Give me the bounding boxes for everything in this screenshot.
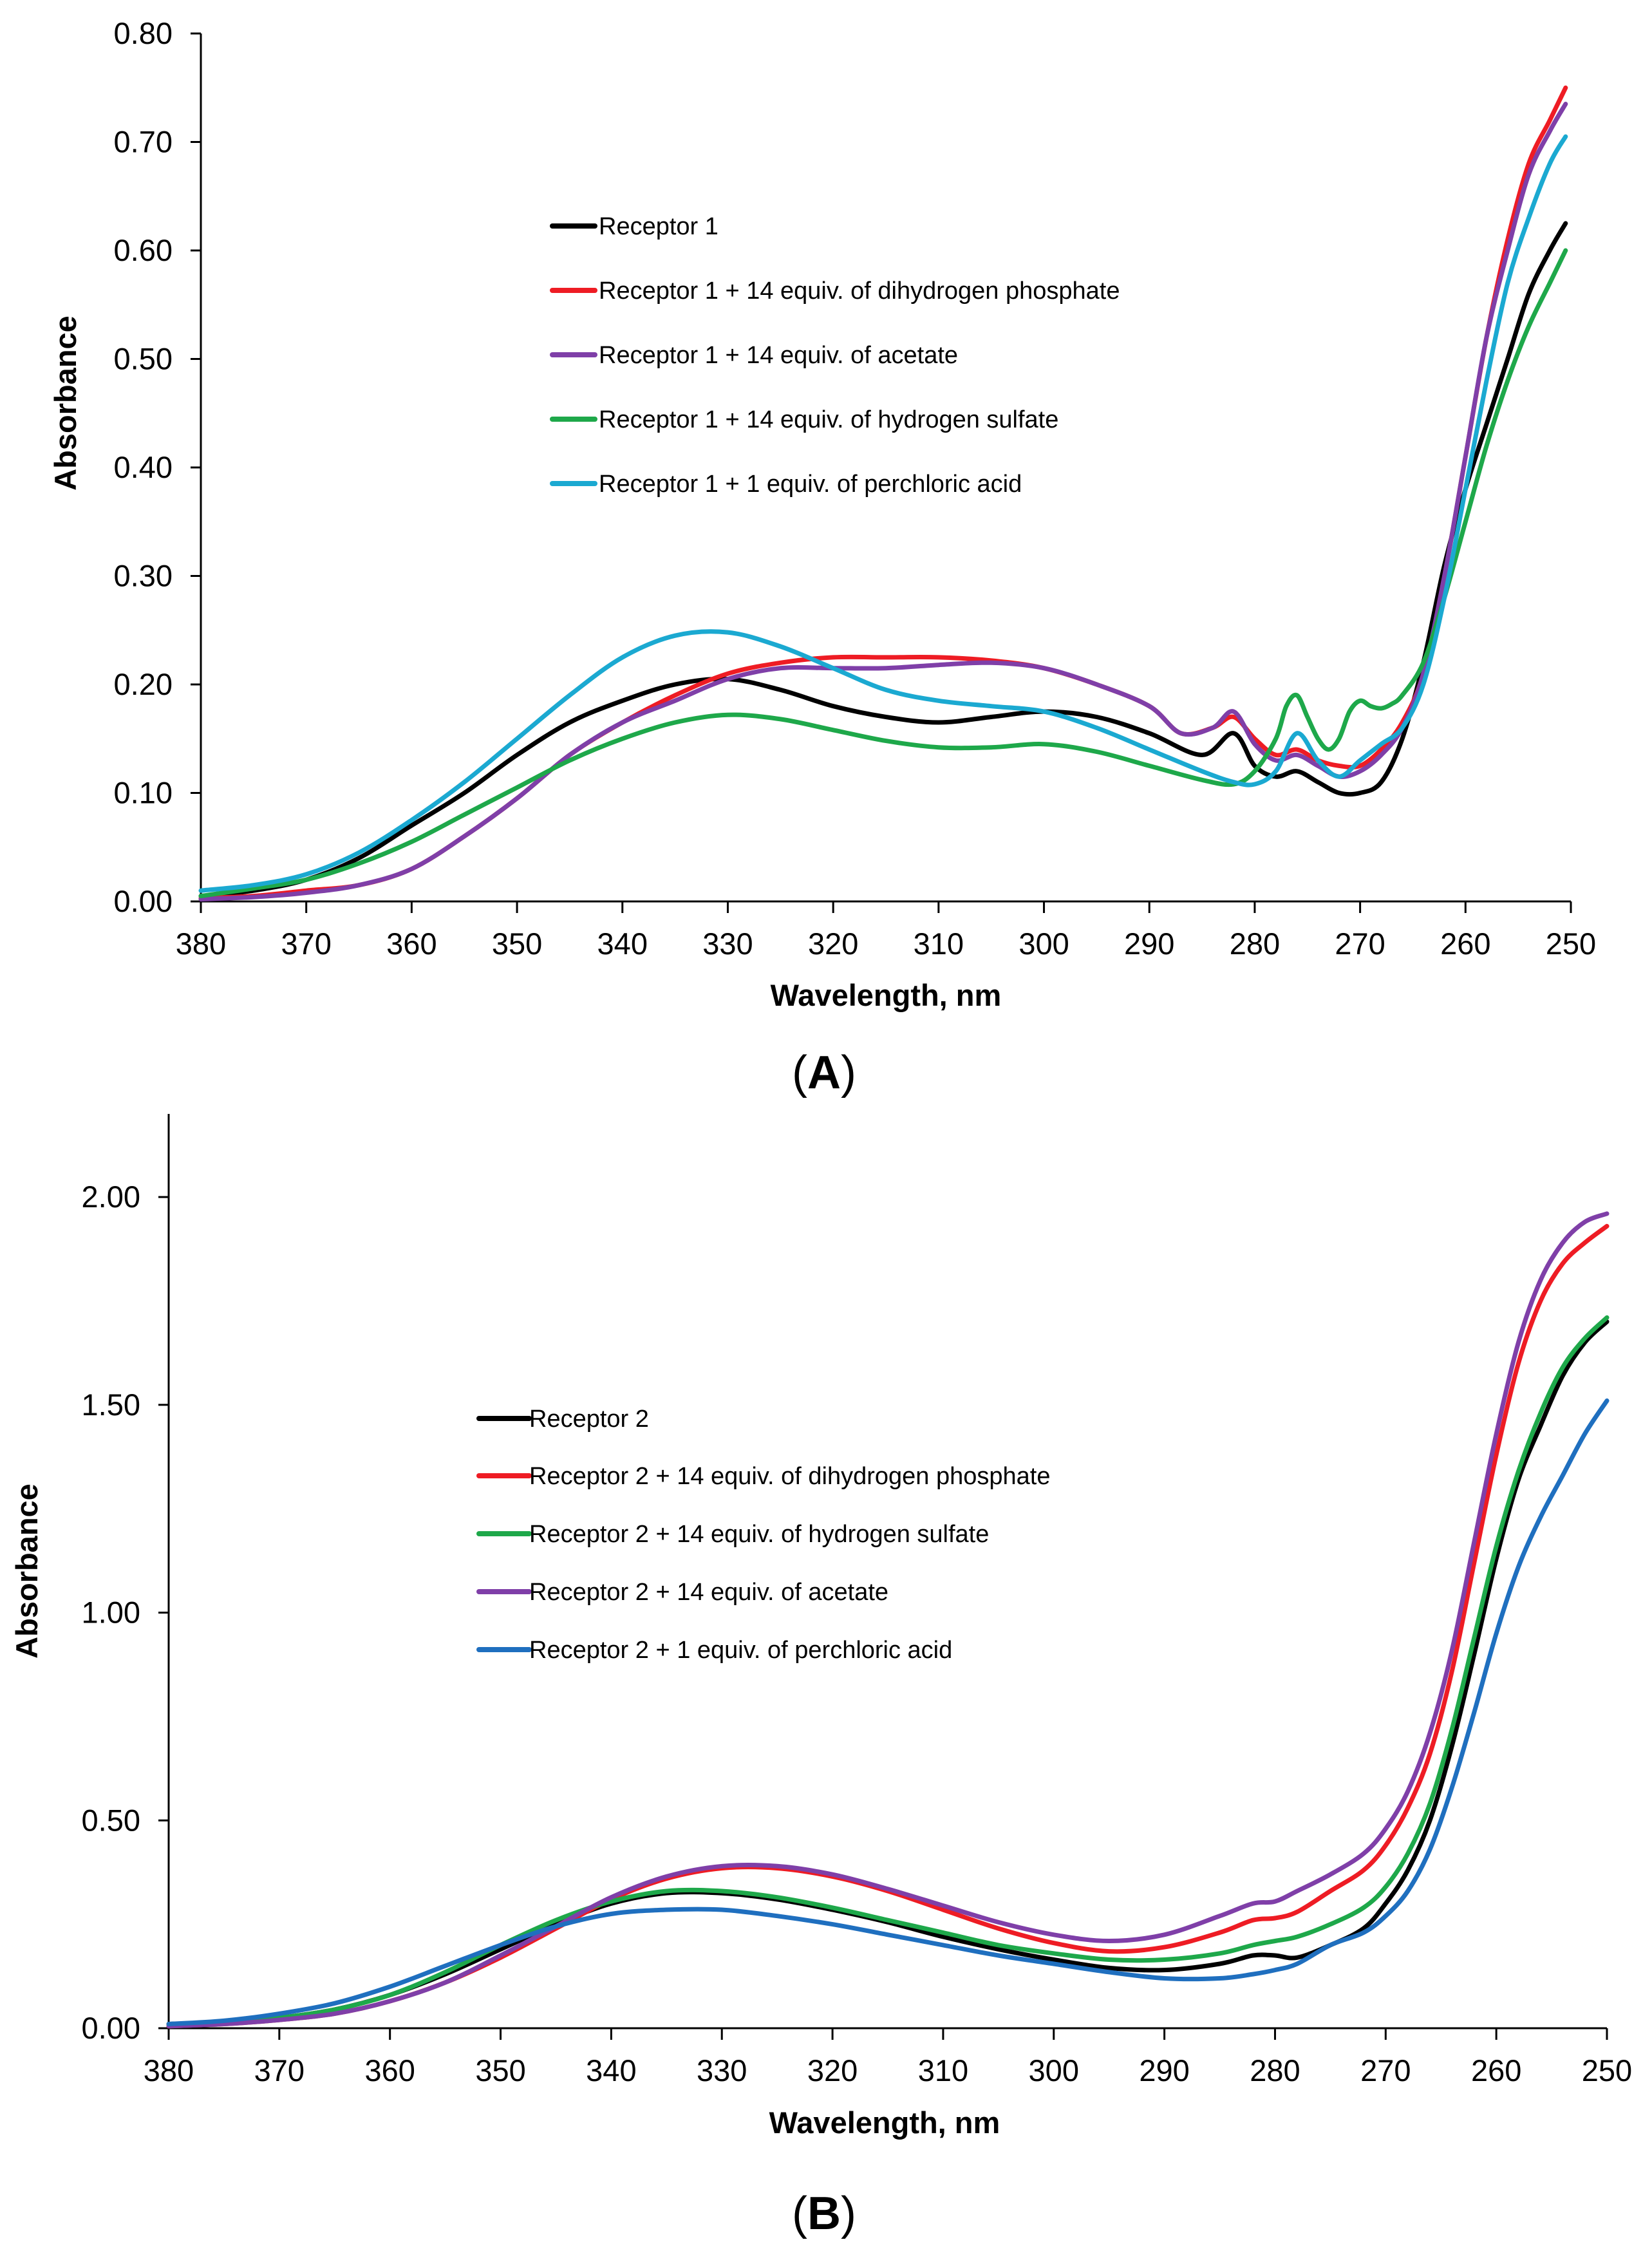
y-tick-label: 2.00 (82, 1180, 140, 1214)
legend-entry: Receptor 1 + 1 equiv. of perchloric acid (550, 471, 1022, 498)
y-tick-label: 0.00 (82, 2011, 140, 2045)
legend-label: Receptor 2 + 1 equiv. of perchloric acid (529, 1637, 952, 1664)
x-axis-title-b: Wavelength, nm (769, 2105, 1000, 2140)
y-tick-label: 0.00 (114, 884, 173, 918)
x-tick-label: 320 (807, 2053, 858, 2087)
x-tick-label: 340 (597, 927, 648, 961)
x-tick-label: 260 (1440, 927, 1490, 961)
y-axis-ticks-b: 0.00 0.50 1.00 1.50 2.00 (82, 1180, 169, 2045)
series-line (166, 1315, 1610, 2026)
legend-label: Receptor 2 + 14 equiv. of acetate (529, 1579, 888, 1606)
legend-entry: Receptor 2 + 14 equiv. of acetate (476, 1579, 888, 1606)
y-tick-label: 0.10 (114, 776, 173, 810)
x-tick-label: 280 (1230, 927, 1280, 961)
x-tick-label: 330 (697, 2053, 747, 2087)
plot-area-a (200, 33, 1571, 903)
legend-entry: Receptor 1 + 14 equiv. of hydrogen sulfa… (550, 406, 1058, 433)
series-line (166, 1398, 1610, 2026)
legend-label: Receptor 2 (529, 1406, 649, 1433)
x-tick-label: 370 (254, 2053, 305, 2087)
y-tick-label: 0.50 (82, 1803, 140, 1837)
series-group-a (198, 85, 1568, 902)
series-line (166, 1211, 1610, 2029)
y-tick-label: 0.50 (114, 342, 173, 376)
series-line (198, 134, 1568, 893)
x-tick-label: 290 (1124, 927, 1174, 961)
x-tick-label: 260 (1471, 2053, 1521, 2087)
y-axis-title-a: Absorbance (48, 316, 82, 491)
x-tick-label: 270 (1335, 927, 1385, 961)
legend-label: Receptor 1 + 14 equiv. of hydrogen sulfa… (599, 406, 1058, 433)
legend-entry: Receptor 1 (550, 213, 718, 240)
legend-label: Receptor 1 + 14 equiv. of acetate (599, 342, 958, 369)
legend-a: Receptor 1 Receptor 1 + 14 equiv. of dih… (550, 213, 1120, 498)
x-tick-label: 360 (386, 927, 436, 961)
x-tick-label: 380 (144, 2053, 194, 2087)
chart-panel-b: 380 370 360 350 340 330 320 310 300 290 … (10, 1114, 1632, 2239)
series-line (198, 221, 1568, 899)
y-axis-title-b: Absorbance (10, 1483, 44, 1659)
legend-entry: Receptor 2 + 1 equiv. of perchloric acid (476, 1637, 952, 1664)
x-tick-label: 290 (1139, 2053, 1189, 2087)
y-tick-label: 0.60 (114, 233, 173, 267)
x-axis-ticks-a: 380 370 360 350 340 330 320 310 300 290 … (176, 901, 1596, 961)
plot-area-b (167, 1114, 1607, 2030)
panel-label-a: (A) (792, 1047, 856, 1098)
y-axis-ticks-a: 0.00 0.10 0.20 0.30 0.40 0.50 0.60 0.70 … (114, 16, 201, 918)
legend-label: Receptor 2 + 14 equiv. of dihydrogen pho… (529, 1463, 1051, 1490)
y-tick-label: 0.30 (114, 559, 173, 593)
chart-panel-a: 380 370 360 350 340 330 320 310 300 290 … (48, 16, 1596, 1098)
legend-label: Receptor 1 (599, 213, 718, 240)
x-tick-label: 350 (475, 2053, 525, 2087)
y-tick-label: 0.40 (114, 450, 173, 484)
x-tick-label: 310 (918, 2053, 968, 2087)
x-tick-label: 330 (702, 927, 753, 961)
x-tick-label: 350 (492, 927, 542, 961)
x-tick-label: 370 (281, 927, 331, 961)
panel-label-b: (B) (792, 2188, 856, 2239)
x-axis-title-a: Wavelength, nm (771, 978, 1002, 1012)
legend-entry: Receptor 1 + 14 equiv. of dihydrogen pho… (550, 278, 1120, 305)
series-line (198, 102, 1568, 902)
y-tick-label: 1.50 (82, 1388, 140, 1422)
legend-entry: Receptor 2 (476, 1406, 649, 1433)
x-tick-label: 270 (1360, 2053, 1411, 2087)
legend-entry: Receptor 2 + 14 equiv. of hydrogen sulfa… (476, 1521, 989, 1548)
x-tick-label: 300 (1029, 2053, 1079, 2087)
y-tick-label: 0.20 (114, 667, 173, 701)
series-line (166, 1223, 1610, 2029)
x-tick-label: 300 (1018, 927, 1069, 961)
x-tick-label: 360 (364, 2053, 415, 2087)
legend-label: Receptor 1 + 14 equiv. of dihydrogen pho… (599, 278, 1120, 305)
x-tick-label: 320 (808, 927, 858, 961)
legend-entry: Receptor 1 + 14 equiv. of acetate (550, 342, 958, 369)
legend-b: Receptor 2 Receptor 2 + 14 equiv. of dih… (476, 1406, 1051, 1664)
y-tick-label: 1.00 (82, 1596, 140, 1630)
legend-label: Receptor 2 + 14 equiv. of hydrogen sulfa… (529, 1521, 989, 1548)
x-tick-label: 310 (914, 927, 964, 961)
panel-letter-b: B (807, 2188, 841, 2239)
legend-entry: Receptor 2 + 14 equiv. of dihydrogen pho… (476, 1463, 1051, 1490)
series-group-b (166, 1211, 1610, 2029)
y-tick-label: 0.70 (114, 125, 173, 159)
y-tick-label: 0.80 (114, 16, 173, 50)
legend-label: Receptor 1 + 1 equiv. of perchloric acid (599, 471, 1022, 498)
x-tick-label: 250 (1546, 927, 1596, 961)
panel-letter-a: A (807, 1047, 841, 1098)
x-tick-label: 250 (1582, 2053, 1632, 2087)
x-tick-label: 380 (176, 927, 226, 961)
x-tick-label: 340 (586, 2053, 636, 2087)
x-axis-ticks-b: 380 370 360 350 340 330 320 310 300 290 … (144, 2028, 1632, 2087)
series-line (166, 1319, 1610, 2026)
x-tick-label: 280 (1250, 2053, 1300, 2087)
